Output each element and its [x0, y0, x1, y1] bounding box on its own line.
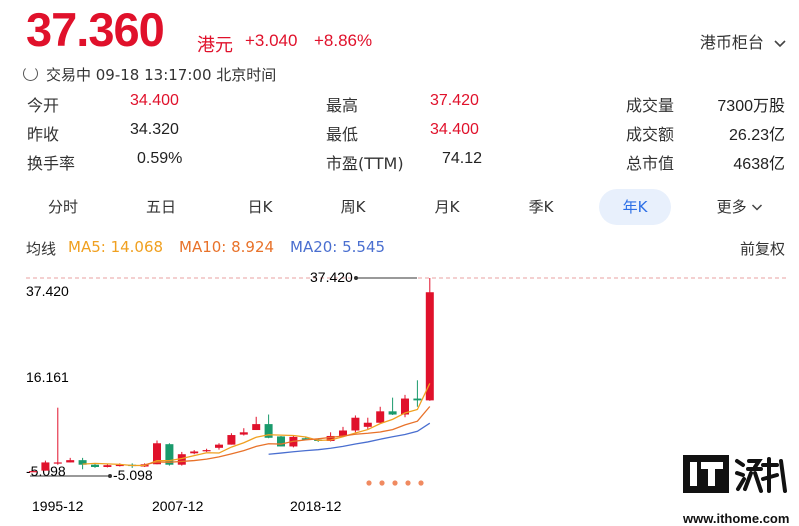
- x-tick-2: 2007-12: [152, 498, 204, 514]
- tab-five-day[interactable]: 五日: [145, 198, 176, 216]
- market-cap-label: 总市值: [626, 154, 675, 173]
- pager-dots[interactable]: [366, 480, 424, 486]
- tab-intraday[interactable]: 分时: [47, 198, 78, 216]
- ma20-value: MA20: 5.545: [290, 238, 386, 256]
- chevron-down-icon: [752, 204, 763, 211]
- chevron-down-icon: [774, 39, 786, 47]
- y-tick-mid: 16.161: [26, 369, 69, 385]
- trading-status: 交易中 09-18 13:17:00 北京时间: [46, 66, 277, 84]
- candle-body: [227, 435, 236, 445]
- candle-body: [363, 422, 372, 427]
- more-label: 更多: [716, 198, 747, 216]
- candle-group: [29, 278, 434, 473]
- currency-unit: 港元: [197, 35, 233, 56]
- x-tick-3: 2018-12: [290, 498, 342, 514]
- candle-body: [351, 417, 360, 431]
- ma5-value: MA5: 14.068: [68, 238, 164, 256]
- candle-body: [91, 464, 99, 467]
- candle-body: [264, 424, 273, 438]
- low-value: 34.400: [430, 121, 479, 138]
- y-tick-bottom: -5.098: [26, 463, 66, 479]
- high-value: 37.420: [430, 92, 479, 109]
- amount-label: 成交额: [626, 125, 675, 144]
- prev-close-value: 34.320: [130, 121, 179, 138]
- pager-dot: [418, 480, 424, 486]
- volume-label: 成交量: [626, 96, 675, 115]
- kline-chart[interactable]: 37.420 16.161 -5.098 37.420 -5.098 1995-…: [0, 265, 799, 526]
- candle-body: [115, 464, 124, 467]
- price-change: +3.040: [245, 31, 298, 50]
- candle-body: [277, 436, 285, 447]
- candle-body: [388, 411, 397, 415]
- x-tick-1: 1995-12: [32, 498, 84, 514]
- ma5-line: [82, 383, 431, 467]
- watermark-url: www.ithome.com: [683, 511, 790, 526]
- candle-body: [29, 471, 37, 473]
- candle-body: [301, 438, 310, 440]
- turnover-rate-value: 0.59%: [137, 150, 183, 167]
- tab-monthly-k[interactable]: 月K: [434, 198, 460, 216]
- candle-body: [413, 398, 422, 401]
- ithome-logo-icon: [683, 455, 787, 493]
- period-tabs: 分时 五日 日K 周K 月K 季K 年K 更多: [18, 189, 788, 227]
- candle-body: [177, 454, 186, 465]
- max-marker-label: 37.420: [310, 269, 353, 285]
- candle-body: [215, 444, 223, 448]
- candle-body: [202, 450, 211, 452]
- candle-body: [41, 462, 50, 471]
- candle-body: [252, 424, 261, 431]
- ma10-value: MA10: 8.924: [179, 238, 275, 256]
- candle-body: [425, 292, 434, 401]
- candle-body: [376, 411, 385, 423]
- low-label: 最低: [326, 125, 359, 144]
- pe-value: 74.12: [442, 150, 483, 167]
- candle-body: [401, 398, 409, 415]
- pager-dot: [392, 480, 398, 486]
- turnover-rate-label: 换手率: [27, 154, 76, 173]
- price-change-pct: +8.86%: [314, 31, 373, 50]
- volume-value: 7300万股: [717, 98, 785, 115]
- loading-icon: [23, 66, 38, 81]
- prev-close-label: 昨收: [27, 125, 60, 144]
- counter-label: 港币柜台: [699, 33, 764, 52]
- ma-lines-group: [82, 383, 431, 467]
- max-marker-dot: [354, 276, 358, 280]
- candle-body: [78, 460, 87, 465]
- pager-dot: [405, 480, 411, 486]
- tab-daily-k[interactable]: 日K: [247, 198, 273, 216]
- tab-weekly-k[interactable]: 周K: [340, 198, 366, 216]
- pager-dot: [379, 480, 385, 486]
- candle-body: [103, 465, 112, 467]
- candle-body: [239, 432, 248, 435]
- adjust-mode[interactable]: 前复权: [739, 240, 785, 258]
- tab-more[interactable]: 更多: [698, 189, 782, 225]
- ithome-watermark: www.ithome.com: [681, 453, 791, 526]
- pager-dot: [366, 480, 372, 486]
- counter-selector[interactable]: 港币柜台: [700, 29, 787, 53]
- ma10-line: [144, 406, 431, 466]
- ma-label: 均线: [26, 240, 57, 258]
- candle-body: [53, 462, 62, 464]
- last-price: 37.360: [26, 3, 165, 56]
- tab-quarterly-k[interactable]: 季K: [528, 198, 554, 216]
- y-tick-top: 37.420: [26, 283, 69, 299]
- amount-value: 26.23亿: [728, 127, 785, 144]
- high-label: 最高: [326, 96, 359, 115]
- candle-body: [190, 451, 199, 454]
- open-value: 34.400: [130, 92, 179, 109]
- pe-label: 市盈(TTM): [326, 154, 404, 173]
- min-marker-dot: [108, 474, 112, 478]
- open-label: 今开: [27, 96, 60, 115]
- min-marker-label: -5.098: [113, 467, 153, 483]
- tab-yearly-k[interactable]: 年K: [599, 189, 671, 225]
- candle-body: [66, 460, 75, 463]
- candle-body: [153, 443, 161, 465]
- candle-body: [326, 435, 335, 441]
- ma20-line: [268, 422, 431, 455]
- candle-body: [165, 444, 174, 465]
- candle-body: [339, 430, 347, 436]
- market-cap-value: 4638亿: [733, 156, 785, 173]
